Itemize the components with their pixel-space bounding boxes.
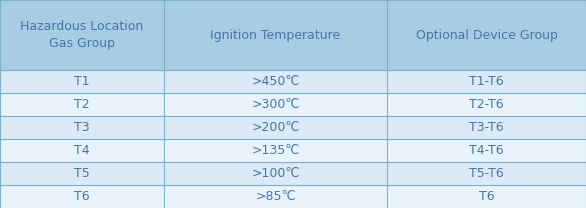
Bar xyxy=(387,116,586,139)
Bar xyxy=(164,116,387,139)
Bar xyxy=(0,162,164,185)
Text: Ignition Temperature: Ignition Temperature xyxy=(210,28,340,42)
Text: T6: T6 xyxy=(74,190,90,203)
Text: T1-T6: T1-T6 xyxy=(469,75,504,88)
Bar xyxy=(387,0,586,70)
Bar xyxy=(0,185,164,208)
Bar xyxy=(0,93,164,116)
Bar xyxy=(164,139,387,162)
Text: T4: T4 xyxy=(74,144,90,157)
Text: T2: T2 xyxy=(74,98,90,111)
Bar xyxy=(164,185,387,208)
Bar xyxy=(387,93,586,116)
Bar xyxy=(0,116,164,139)
Text: T2-T6: T2-T6 xyxy=(469,98,504,111)
Bar xyxy=(0,139,164,162)
Text: T4-T6: T4-T6 xyxy=(469,144,504,157)
Text: T3-T6: T3-T6 xyxy=(469,121,504,134)
Text: T1: T1 xyxy=(74,75,90,88)
Bar xyxy=(0,0,164,70)
Bar xyxy=(164,0,387,70)
Bar xyxy=(164,70,387,93)
Bar xyxy=(164,93,387,116)
Text: Optional Device Group: Optional Device Group xyxy=(415,28,557,42)
Bar xyxy=(387,139,586,162)
Bar xyxy=(0,70,164,93)
Text: >100℃: >100℃ xyxy=(251,167,299,180)
Text: >450℃: >450℃ xyxy=(251,75,299,88)
Text: T3: T3 xyxy=(74,121,90,134)
Text: T6: T6 xyxy=(479,190,495,203)
Bar xyxy=(387,185,586,208)
Text: >85℃: >85℃ xyxy=(255,190,296,203)
Bar xyxy=(164,162,387,185)
Text: Hazardous Location
Gas Group: Hazardous Location Gas Group xyxy=(21,20,144,50)
Bar xyxy=(387,162,586,185)
Text: >300℃: >300℃ xyxy=(251,98,299,111)
Bar xyxy=(387,70,586,93)
Text: T5-T6: T5-T6 xyxy=(469,167,504,180)
Text: T5: T5 xyxy=(74,167,90,180)
Text: >135℃: >135℃ xyxy=(251,144,299,157)
Text: >200℃: >200℃ xyxy=(251,121,299,134)
